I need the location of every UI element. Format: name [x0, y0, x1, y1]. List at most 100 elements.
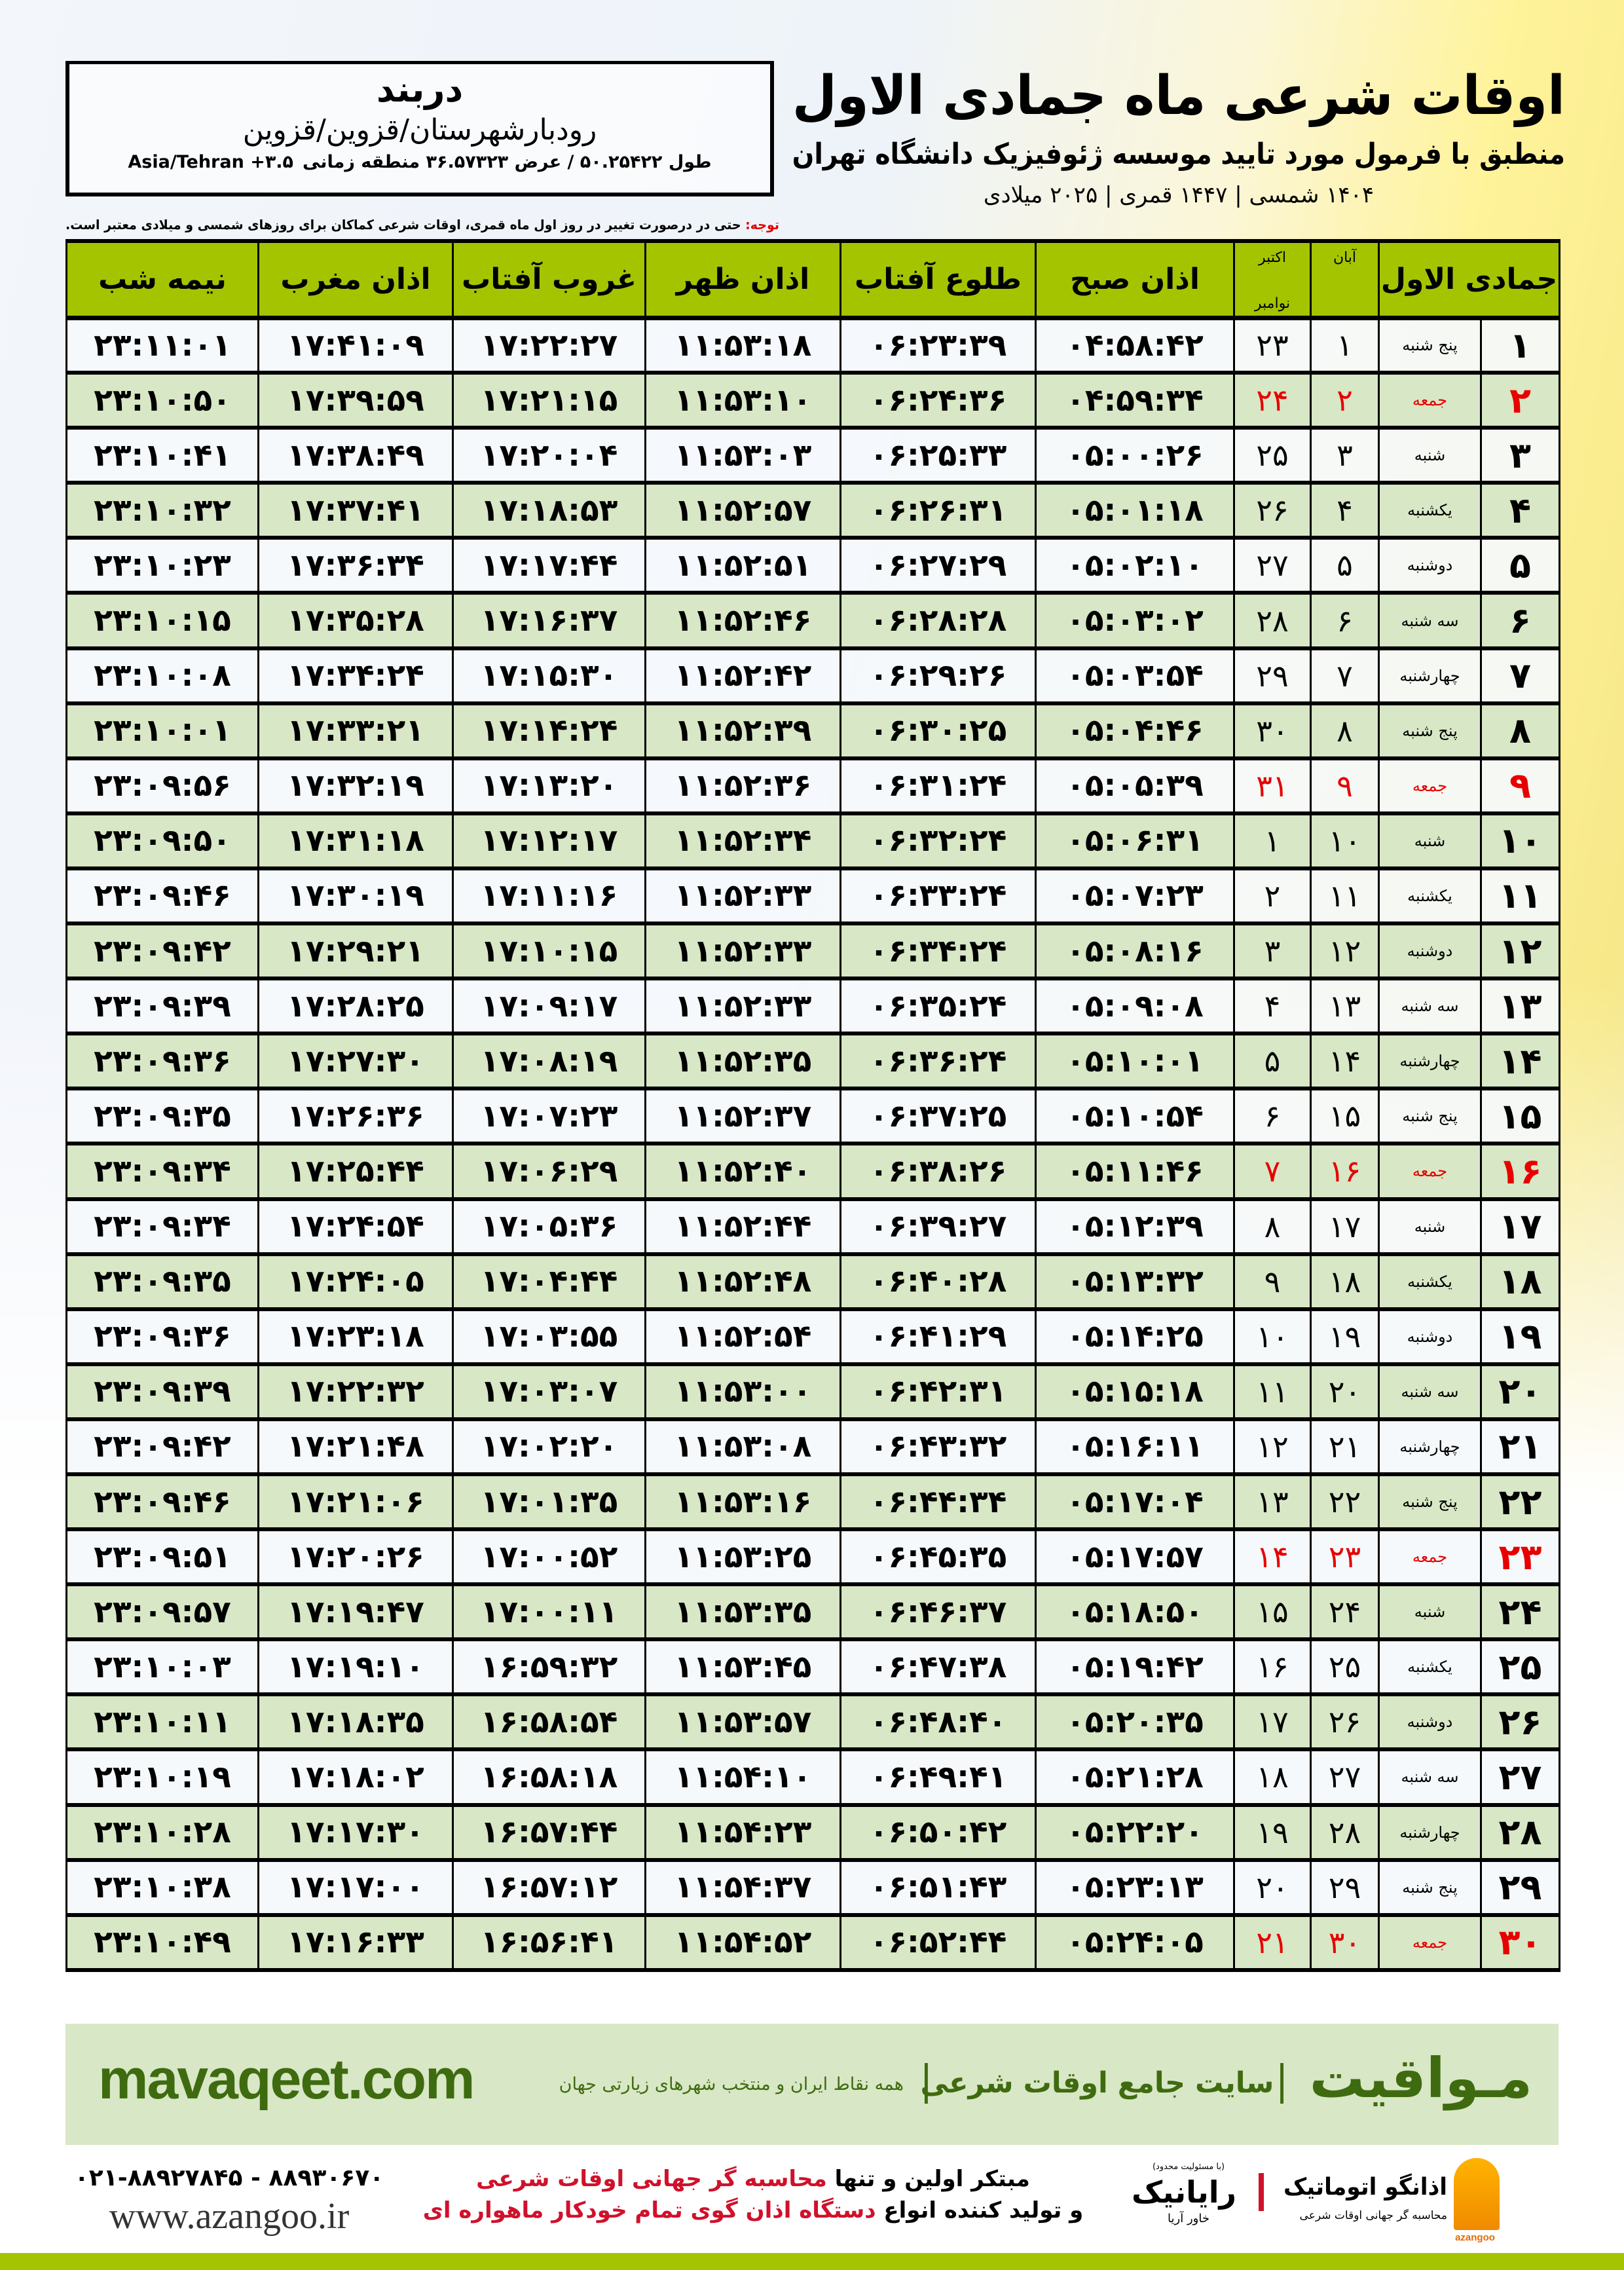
- sunrise-time: ۰۶:۵۲:۴۴: [840, 1914, 1037, 1972]
- midnight-time: ۲۳:۱۰:۰۱: [65, 703, 259, 760]
- sunrise-time: ۰۶:۳۸:۲۶: [840, 1144, 1037, 1201]
- fajr-time: ۰۵:۱۳:۳۲: [1035, 1254, 1235, 1311]
- midnight-time: ۲۳:۰۹:۴۶: [65, 868, 259, 926]
- sunset-time: ۱۷:۱۳:۲۰: [452, 758, 646, 815]
- maghrib-time: ۱۷:۳۴:۲۴: [257, 648, 454, 705]
- aban-day: ۱۲: [1310, 923, 1380, 981]
- azangoo-website[interactable]: www.azangoo.ir: [109, 2196, 350, 2237]
- weekday: یکشنبه: [1377, 1254, 1483, 1311]
- midnight-time: ۲۳:۰۹:۳۹: [65, 978, 259, 1036]
- day-number: ۶: [1480, 593, 1561, 650]
- dhuhr-time: ۱۱:۵۲:۳۶: [644, 758, 841, 815]
- dhuhr-time: ۱۱:۵۲:۴۰: [644, 1144, 841, 1201]
- sunset-time: ۱۷:۲۱:۱۵: [452, 373, 646, 430]
- dhuhr-time: ۱۱:۵۳:۰۸: [644, 1419, 841, 1476]
- midnight-time: ۲۳:۱۰:۱۱: [65, 1694, 259, 1752]
- table-row: ۷ چهارشنبه ۷ ۲۹ ۰۵:۰۳:۵۴ ۰۶:۲۹:۲۶ ۱۱:۵۲:۴۲ ۱۷:۱…: [65, 648, 1561, 705]
- aban-day: ۴: [1310, 483, 1380, 540]
- midnight-time: ۲۳:۰۹:۵۶: [65, 758, 259, 815]
- gregorian-day: ۲۸: [1233, 593, 1312, 650]
- col-midnight: نیمه شب: [65, 239, 259, 320]
- midnight-time: ۲۳:۰۹:۳۹: [65, 1364, 259, 1421]
- gregorian-day: ۳: [1233, 923, 1312, 981]
- midnight-time: ۲۳:۱۰:۵۰: [65, 373, 259, 430]
- gregorian-day: ۲: [1233, 868, 1312, 926]
- weekday: پنج شنبه: [1377, 1474, 1483, 1532]
- weekday: جمعه: [1377, 1144, 1483, 1201]
- dhuhr-time: ۱۱:۵۴:۱۰: [644, 1749, 841, 1807]
- fajr-time: ۰۵:۰۵:۳۹: [1035, 758, 1235, 815]
- col-sunset: غروب آفتاب: [452, 239, 646, 320]
- weekday: شنبه: [1377, 1199, 1483, 1256]
- fajr-time: ۰۵:۱۱:۴۶: [1035, 1144, 1235, 1201]
- table-row: ۱۵ پنج شنبه ۱۵ ۶ ۰۵:۱۰:۵۴ ۰۶:۳۷:۲۵ ۱۱:۵۲:۳۷ ۱۷:…: [65, 1088, 1561, 1146]
- sunset-time: ۱۷:۱۵:۳۰: [452, 648, 646, 705]
- day-number: ۲۵: [1480, 1639, 1561, 1697]
- sunset-time: ۱۷:۱۱:۱۶: [452, 868, 646, 926]
- dhuhr-time: ۱۱:۵۲:۳۳: [644, 923, 841, 981]
- fajr-time: ۰۵:۱۷:۵۷: [1035, 1529, 1235, 1587]
- midnight-time: ۲۳:۰۹:۴۲: [65, 923, 259, 981]
- aban-day: ۲۷: [1310, 1749, 1380, 1807]
- midnight-time: ۲۳:۱۰:۰۳: [65, 1639, 259, 1697]
- maghrib-time: ۱۷:۲۱:۴۸: [257, 1419, 454, 1476]
- gregorian-day: ۲۵: [1233, 428, 1312, 485]
- aban-day: ۱۴: [1310, 1033, 1380, 1091]
- aban-day: ۲۱: [1310, 1419, 1380, 1476]
- banner-url[interactable]: mavaqeet.com: [98, 2048, 475, 2111]
- promo-2a: و تولید کننده انواع: [876, 2197, 1084, 2223]
- table-row: ۹ جمعه ۹ ۳۱ ۰۵:۰۵:۳۹ ۰۶:۳۱:۲۴ ۱۱:۵۲:۳۶ ۱۷:۱۳:۲۰…: [65, 758, 1561, 815]
- gregorian-day: ۴: [1233, 978, 1312, 1036]
- maghrib-time: ۱۷:۲۷:۳۰: [257, 1033, 454, 1091]
- sunrise-time: ۰۶:۳۵:۲۴: [840, 978, 1037, 1036]
- midnight-time: ۲۳:۰۹:۳۶: [65, 1309, 259, 1366]
- banner-tagline: همه نقاط ایران و منتخب شهرهای زیارتی جها…: [559, 2074, 904, 2094]
- gregorian-day: ۳۱: [1233, 758, 1312, 815]
- maghrib-time: ۱۷:۲۳:۱۸: [257, 1309, 454, 1366]
- dhuhr-time: ۱۱:۵۳:۰۳: [644, 428, 841, 485]
- location-box: دربند رودبارشهرستان/قزوین/قزوین طول ۵۰.۲…: [65, 61, 774, 196]
- dhuhr-time: ۱۱:۵۳:۲۵: [644, 1529, 841, 1587]
- midnight-time: ۲۳:۱۰:۲۸: [65, 1804, 259, 1862]
- table-row: ۱۳ سه شنبه ۱۳ ۴ ۰۵:۰۹:۰۸ ۰۶:۳۵:۲۴ ۱۱:۵۲:۳۳ ۱۷:۰…: [65, 978, 1561, 1036]
- weekday: یکشنبه: [1377, 483, 1483, 540]
- aban-day: ۱۹: [1310, 1309, 1380, 1366]
- dhuhr-time: ۱۱:۵۴:۲۳: [644, 1804, 841, 1862]
- day-number: ۷: [1480, 648, 1561, 705]
- weekday: پنج شنبه: [1377, 1859, 1483, 1917]
- dhuhr-time: ۱۱:۵۳:۵۷: [644, 1694, 841, 1752]
- sunrise-time: ۰۶:۳۲:۲۴: [840, 813, 1037, 870]
- table-row: ۱۱ یکشنبه ۱۱ ۲ ۰۵:۰۷:۲۳ ۰۶:۳۳:۲۴ ۱۱:۵۲:۳۳ ۱۷:۱۱…: [65, 868, 1561, 926]
- col-fajr: اذان صبح: [1035, 239, 1235, 320]
- fajr-time: ۰۵:۱۴:۲۵: [1035, 1309, 1235, 1366]
- sunrise-time: ۰۶:۴۰:۲۸: [840, 1254, 1037, 1311]
- day-number: ۱۲: [1480, 923, 1561, 981]
- azangoo-en: azangoo: [1455, 2232, 1495, 2243]
- table-row: ۲۱ چهارشنبه ۲۱ ۱۲ ۰۵:۱۶:۱۱ ۰۶:۴۳:۳۲ ۱۱:۵۳:۰۸ ۱۷…: [65, 1419, 1561, 1476]
- fajr-time: ۰۵:۱۰:۵۴: [1035, 1088, 1235, 1146]
- sunset-time: ۱۷:۱۷:۴۴: [452, 538, 646, 595]
- sunset-time: ۱۷:۰۳:۵۵: [452, 1309, 646, 1366]
- calendar-years: ۱۴۰۴ شمسی | ۱۴۴۷ قمری | ۲۰۲۵ میلادی: [983, 182, 1375, 208]
- maghrib-time: ۱۷:۱۸:۰۲: [257, 1749, 454, 1807]
- sunset-time: ۱۷:۰۸:۱۹: [452, 1033, 646, 1091]
- day-number: ۱۴: [1480, 1033, 1561, 1091]
- sunset-time: ۱۶:۵۷:۴۴: [452, 1804, 646, 1862]
- sunrise-time: ۰۶:۳۳:۲۴: [840, 868, 1037, 926]
- sunset-time: ۱۶:۵۸:۵۴: [452, 1694, 646, 1752]
- weekday: دوشنبه: [1377, 1309, 1483, 1366]
- timezone: Asia/Tehran +۳.۵: [128, 152, 294, 172]
- page-subtitle: منطبق با فرمول مورد تایید موسسه ژئوفیزیک…: [792, 138, 1565, 171]
- sunrise-time: ۰۶:۳۹:۲۷: [840, 1199, 1037, 1256]
- col-gregorian: اکتبر نوامبر: [1233, 239, 1312, 320]
- bottom-bar: [0, 2253, 1624, 2270]
- mavaqeet-banner[interactable]: mavaqeet.com مـواقیت سایت جامع اوقات شرع…: [65, 2024, 1559, 2145]
- sunrise-time: ۰۶:۲۶:۳۱: [840, 483, 1037, 540]
- sunrise-time: ۰۶:۴۷:۳۸: [840, 1639, 1037, 1697]
- sunrise-time: ۰۶:۲۹:۲۶: [840, 648, 1037, 705]
- day-number: ۳: [1480, 428, 1561, 485]
- promo-line-2: و تولید کننده انواع دستگاه اذان گوی تمام…: [419, 2195, 1087, 2226]
- dhuhr-time: ۱۱:۵۳:۳۵: [644, 1584, 841, 1642]
- dhuhr-time: ۱۱:۵۲:۳۳: [644, 868, 841, 926]
- gregorian-day: ۵: [1233, 1033, 1312, 1091]
